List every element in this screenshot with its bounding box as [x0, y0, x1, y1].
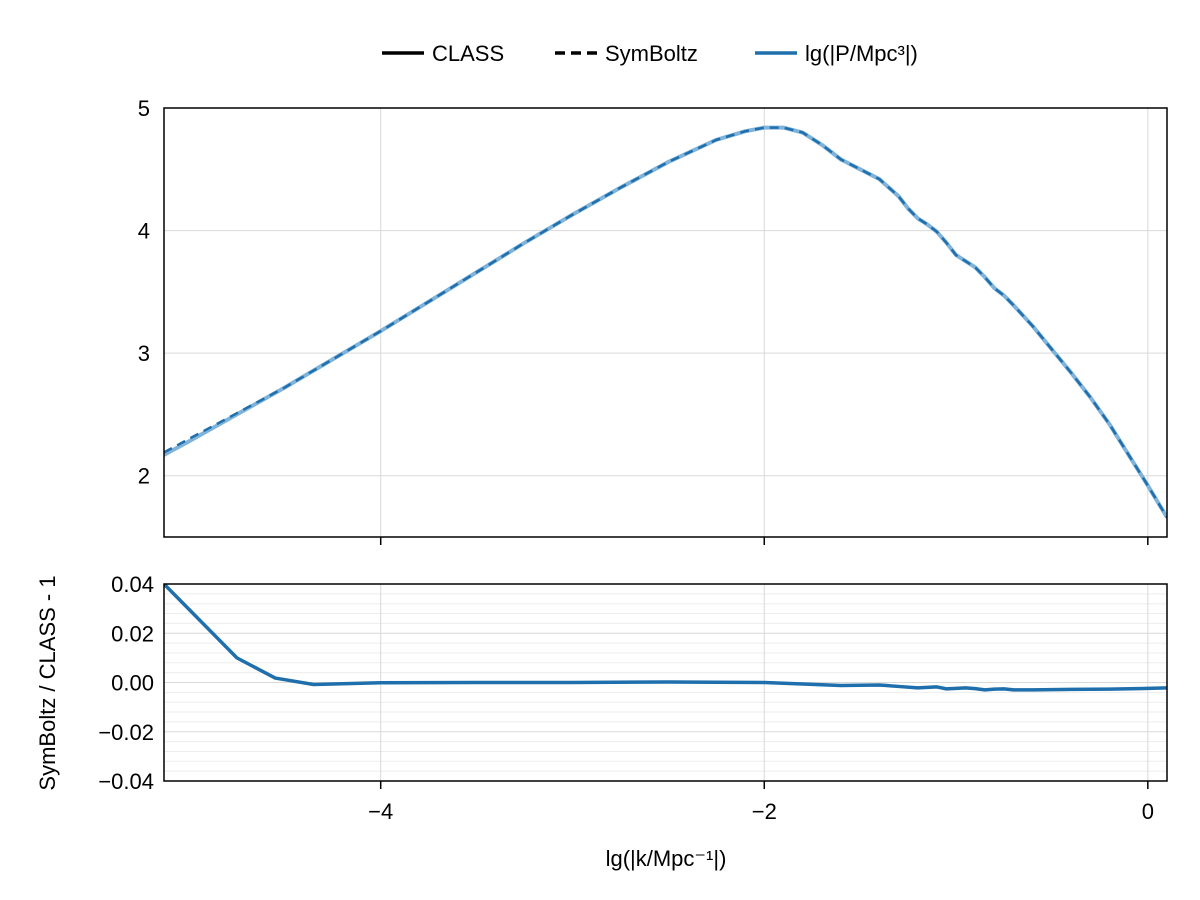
- y-axis-label-bottom: SymBoltz / CLASS - 1: [35, 575, 60, 790]
- bottom-plot-frame: [163, 583, 1168, 782]
- bottom-y-tick-label: 0.00: [111, 671, 154, 696]
- legend-label-2: SymBoltz: [605, 41, 698, 66]
- top-y-tick-label: 4: [138, 219, 150, 244]
- top-y-tick-label: 2: [138, 464, 150, 489]
- bottom-y-tick-label: −0.02: [98, 720, 154, 745]
- bottom-x-tick-label: 0: [1142, 799, 1154, 824]
- bottom-y-tick-label: 0.02: [111, 621, 154, 646]
- series-line-class: [164, 125, 1167, 519]
- top-panel-power-spectrum: 2 3 4 5: [138, 96, 1168, 545]
- bottom-x-tick-label: −2: [752, 799, 777, 824]
- legend-label-1: CLASS: [432, 41, 504, 66]
- bottom-y-tick-label: −0.04: [98, 769, 154, 794]
- bottom-panel-relative-error: 0.04 0.02 0.00 −0.02 −0.04 −4 −2 0: [98, 572, 1168, 824]
- x-axis-label: lg(|k/Mpc⁻¹|): [606, 846, 727, 871]
- top-y-tick-label: 5: [138, 96, 150, 121]
- bottom-x-tick-label: −4: [368, 799, 393, 824]
- legend-label-3: lg(|P/Mpc³|): [805, 41, 918, 66]
- bottom-y-tick-label: 0.04: [111, 572, 154, 597]
- series-line-relative-error: [164, 584, 1167, 692]
- top-y-tick-label: 3: [138, 341, 150, 366]
- series-line-symboltz: [164, 126, 1167, 519]
- chart-legend: CLASS SymBoltz lg(|P/Mpc³|): [382, 41, 918, 66]
- top-plot-frame: [163, 107, 1168, 538]
